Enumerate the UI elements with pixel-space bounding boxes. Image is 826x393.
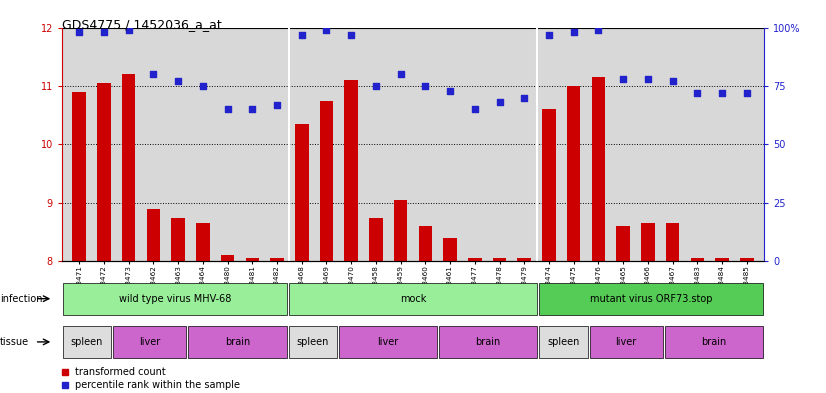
Text: liver: liver [377, 337, 399, 347]
Bar [188, 326, 287, 358]
Text: percentile rank within the sample: percentile rank within the sample [75, 380, 240, 390]
Bar [517, 259, 531, 261]
Bar [666, 223, 679, 261]
Bar [394, 200, 407, 261]
Point [641, 76, 654, 82]
Point [221, 106, 235, 112]
Text: brain: brain [701, 337, 727, 347]
Bar [113, 326, 187, 358]
Point [715, 90, 729, 96]
Text: mutant virus ORF73.stop: mutant virus ORF73.stop [590, 294, 713, 304]
Bar [295, 124, 309, 261]
Bar [171, 217, 185, 261]
Point [97, 29, 111, 35]
Bar [339, 326, 437, 358]
Point [444, 88, 457, 94]
Bar [691, 259, 704, 261]
Text: transformed count: transformed count [75, 367, 166, 377]
Point [740, 90, 753, 96]
Point [591, 27, 605, 33]
Point [493, 99, 506, 105]
Text: infection: infection [0, 294, 42, 304]
Bar [270, 259, 284, 261]
Point [567, 29, 581, 35]
Bar [539, 326, 587, 358]
Bar [468, 259, 482, 261]
Point [172, 78, 185, 84]
Point [122, 27, 135, 33]
Point [295, 31, 308, 38]
Point [369, 83, 382, 89]
Bar [439, 326, 538, 358]
Point [543, 31, 556, 38]
Text: liver: liver [615, 337, 637, 347]
Point [616, 76, 629, 82]
Point [147, 71, 160, 77]
Bar [122, 74, 135, 261]
Bar [641, 223, 655, 261]
Text: wild type virus MHV-68: wild type virus MHV-68 [119, 294, 231, 304]
Bar [591, 77, 605, 261]
Bar [715, 259, 729, 261]
Bar [245, 259, 259, 261]
Point [468, 106, 482, 112]
Bar [63, 326, 111, 358]
Bar [567, 86, 581, 261]
Bar [740, 259, 753, 261]
Text: brain: brain [476, 337, 501, 347]
Bar [590, 326, 662, 358]
Text: mock: mock [400, 294, 426, 304]
Point [419, 83, 432, 89]
Bar [288, 326, 337, 358]
Point [518, 94, 531, 101]
Bar [493, 259, 506, 261]
Bar [444, 238, 457, 261]
Point [245, 106, 259, 112]
Bar [288, 283, 538, 314]
Point [73, 29, 86, 35]
Bar [147, 209, 160, 261]
Text: brain: brain [225, 337, 250, 347]
Bar [320, 101, 333, 261]
Text: GDS4775 / 1452036_a_at: GDS4775 / 1452036_a_at [62, 18, 221, 31]
Point [344, 31, 358, 38]
Bar [419, 226, 432, 261]
Point [197, 83, 210, 89]
Bar [369, 217, 382, 261]
Bar [63, 283, 287, 314]
Text: spleen: spleen [548, 337, 580, 347]
Bar [73, 92, 86, 261]
Point [394, 71, 407, 77]
Bar [616, 226, 630, 261]
Point [666, 78, 679, 84]
Point [270, 101, 283, 108]
Text: spleen: spleen [297, 337, 329, 347]
Point [691, 90, 704, 96]
Text: spleen: spleen [71, 337, 103, 347]
Text: tissue: tissue [0, 337, 29, 347]
Bar [344, 80, 358, 261]
Bar [539, 283, 763, 314]
Bar [97, 83, 111, 261]
Text: liver: liver [139, 337, 160, 347]
Bar [196, 223, 210, 261]
Point [320, 27, 333, 33]
Bar [221, 255, 235, 261]
Bar [665, 326, 763, 358]
Bar [542, 109, 556, 261]
